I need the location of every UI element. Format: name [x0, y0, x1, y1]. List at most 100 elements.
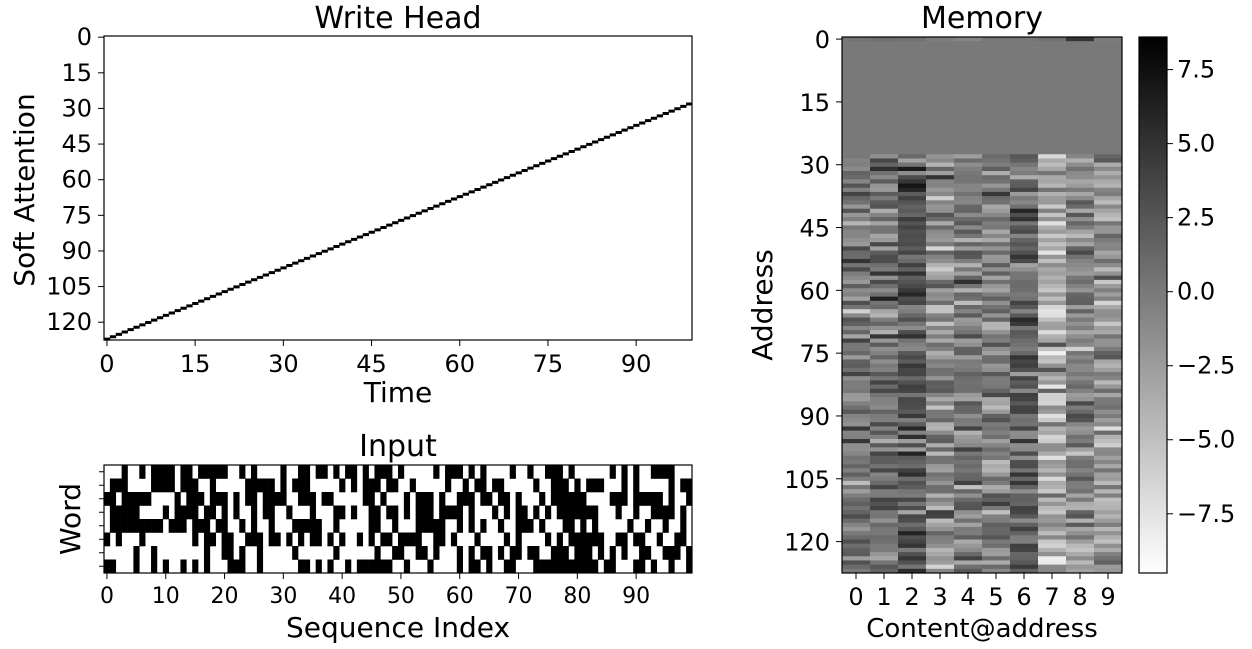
memory-cell [898, 476, 927, 482]
input-cell [186, 465, 193, 479]
input-cell [392, 519, 399, 533]
memory-cell [1038, 451, 1067, 457]
memory-cell [842, 413, 871, 419]
memory-cell [1038, 112, 1067, 117]
memory-cell [842, 472, 871, 477]
memory-cell [954, 212, 983, 218]
memory-cell [1038, 267, 1067, 272]
memory-cell [926, 284, 955, 289]
input-cell [656, 492, 663, 506]
memory-cell [870, 363, 899, 369]
memory-cell [1066, 501, 1095, 507]
memory-cell [1066, 145, 1095, 151]
input-cell [656, 465, 663, 479]
attention-cell [445, 199, 452, 203]
memory-cell [926, 250, 955, 256]
memory-cell [982, 104, 1011, 109]
memory-cell [982, 388, 1011, 394]
attention-cell [198, 299, 205, 303]
input-cell [550, 546, 558, 560]
memory-cell [1010, 145, 1039, 151]
memory-cell [1094, 49, 1123, 55]
input-cell [104, 492, 111, 506]
memory-cell [1094, 539, 1123, 544]
memory-cell [1038, 87, 1067, 92]
colorbar-tick-label: 0.0 [1177, 278, 1215, 306]
memory-cell [1066, 78, 1095, 84]
memory-cell [1066, 45, 1095, 50]
memory-cell [842, 476, 871, 482]
memory-cell [1066, 112, 1095, 117]
memory-cell [842, 443, 871, 448]
memory-cell [1066, 66, 1095, 71]
input-cell [298, 478, 305, 493]
memory-cell [1010, 514, 1039, 519]
memory-cell [982, 510, 1011, 515]
input-cell [303, 492, 311, 506]
memory-cell [926, 221, 955, 226]
memory-cell [1066, 279, 1095, 285]
input-cell [192, 519, 199, 533]
memory-cell [982, 108, 1011, 113]
memory-cell [926, 179, 955, 184]
memory-cell [1010, 376, 1039, 381]
memory-cell [842, 225, 871, 230]
input-cell [639, 492, 646, 506]
memory-cell [842, 154, 871, 159]
input-cell [662, 465, 669, 479]
memory-cell [1038, 57, 1067, 63]
input-cell [362, 465, 369, 479]
memory-cell [1010, 267, 1039, 272]
memory-cell [926, 476, 955, 482]
memory-cell [954, 464, 983, 469]
memory-cell [870, 506, 899, 511]
memory-cell [1010, 522, 1039, 528]
memory-cell [1094, 363, 1123, 369]
memory-cell [1010, 158, 1039, 163]
memory-cell [926, 380, 955, 385]
memory-cell [870, 179, 899, 184]
memory-cell [1038, 41, 1067, 46]
memory-cell [1010, 392, 1039, 398]
memory-cell [954, 108, 983, 113]
memory-cell [1038, 325, 1067, 331]
memory-cell [954, 451, 983, 457]
memory-cell [1066, 129, 1095, 134]
memory-cell [1066, 275, 1095, 281]
memory-cell [842, 179, 871, 184]
memory-cell [898, 392, 927, 398]
attention-cell [221, 290, 228, 294]
memory-cell [1038, 150, 1067, 155]
memory-cell [1010, 246, 1039, 251]
memory-cell [982, 217, 1011, 222]
input-cell [392, 505, 399, 520]
memory-cell [1038, 191, 1067, 197]
memory-cell [954, 409, 983, 415]
memory-cell [926, 212, 955, 218]
memory-cell [842, 70, 871, 75]
memory-cell [842, 99, 871, 105]
attention-cell [545, 159, 552, 163]
memory-cell [926, 116, 955, 122]
memory-cell [982, 522, 1011, 528]
memory-cell [1010, 401, 1039, 406]
input-cell [656, 532, 663, 547]
memory-cell [842, 522, 871, 528]
memory-cell [870, 338, 899, 343]
input-cell [303, 559, 311, 574]
input-cell [309, 519, 316, 533]
input-cell [668, 478, 675, 493]
memory-cell [842, 112, 871, 117]
y-tick-label: 90 [61, 237, 92, 265]
memory-cell [842, 531, 871, 536]
input-cell [133, 505, 140, 520]
memory-cell [1038, 439, 1067, 444]
memory-cell [898, 552, 927, 557]
x-tick-label: 1 [876, 583, 891, 611]
memory-cell [954, 535, 983, 540]
input-cell [333, 519, 340, 533]
memory-cell [898, 124, 927, 130]
memory-cell [1094, 57, 1123, 63]
x-tick-label: 8 [1072, 583, 1087, 611]
memory-cell [1038, 459, 1067, 465]
